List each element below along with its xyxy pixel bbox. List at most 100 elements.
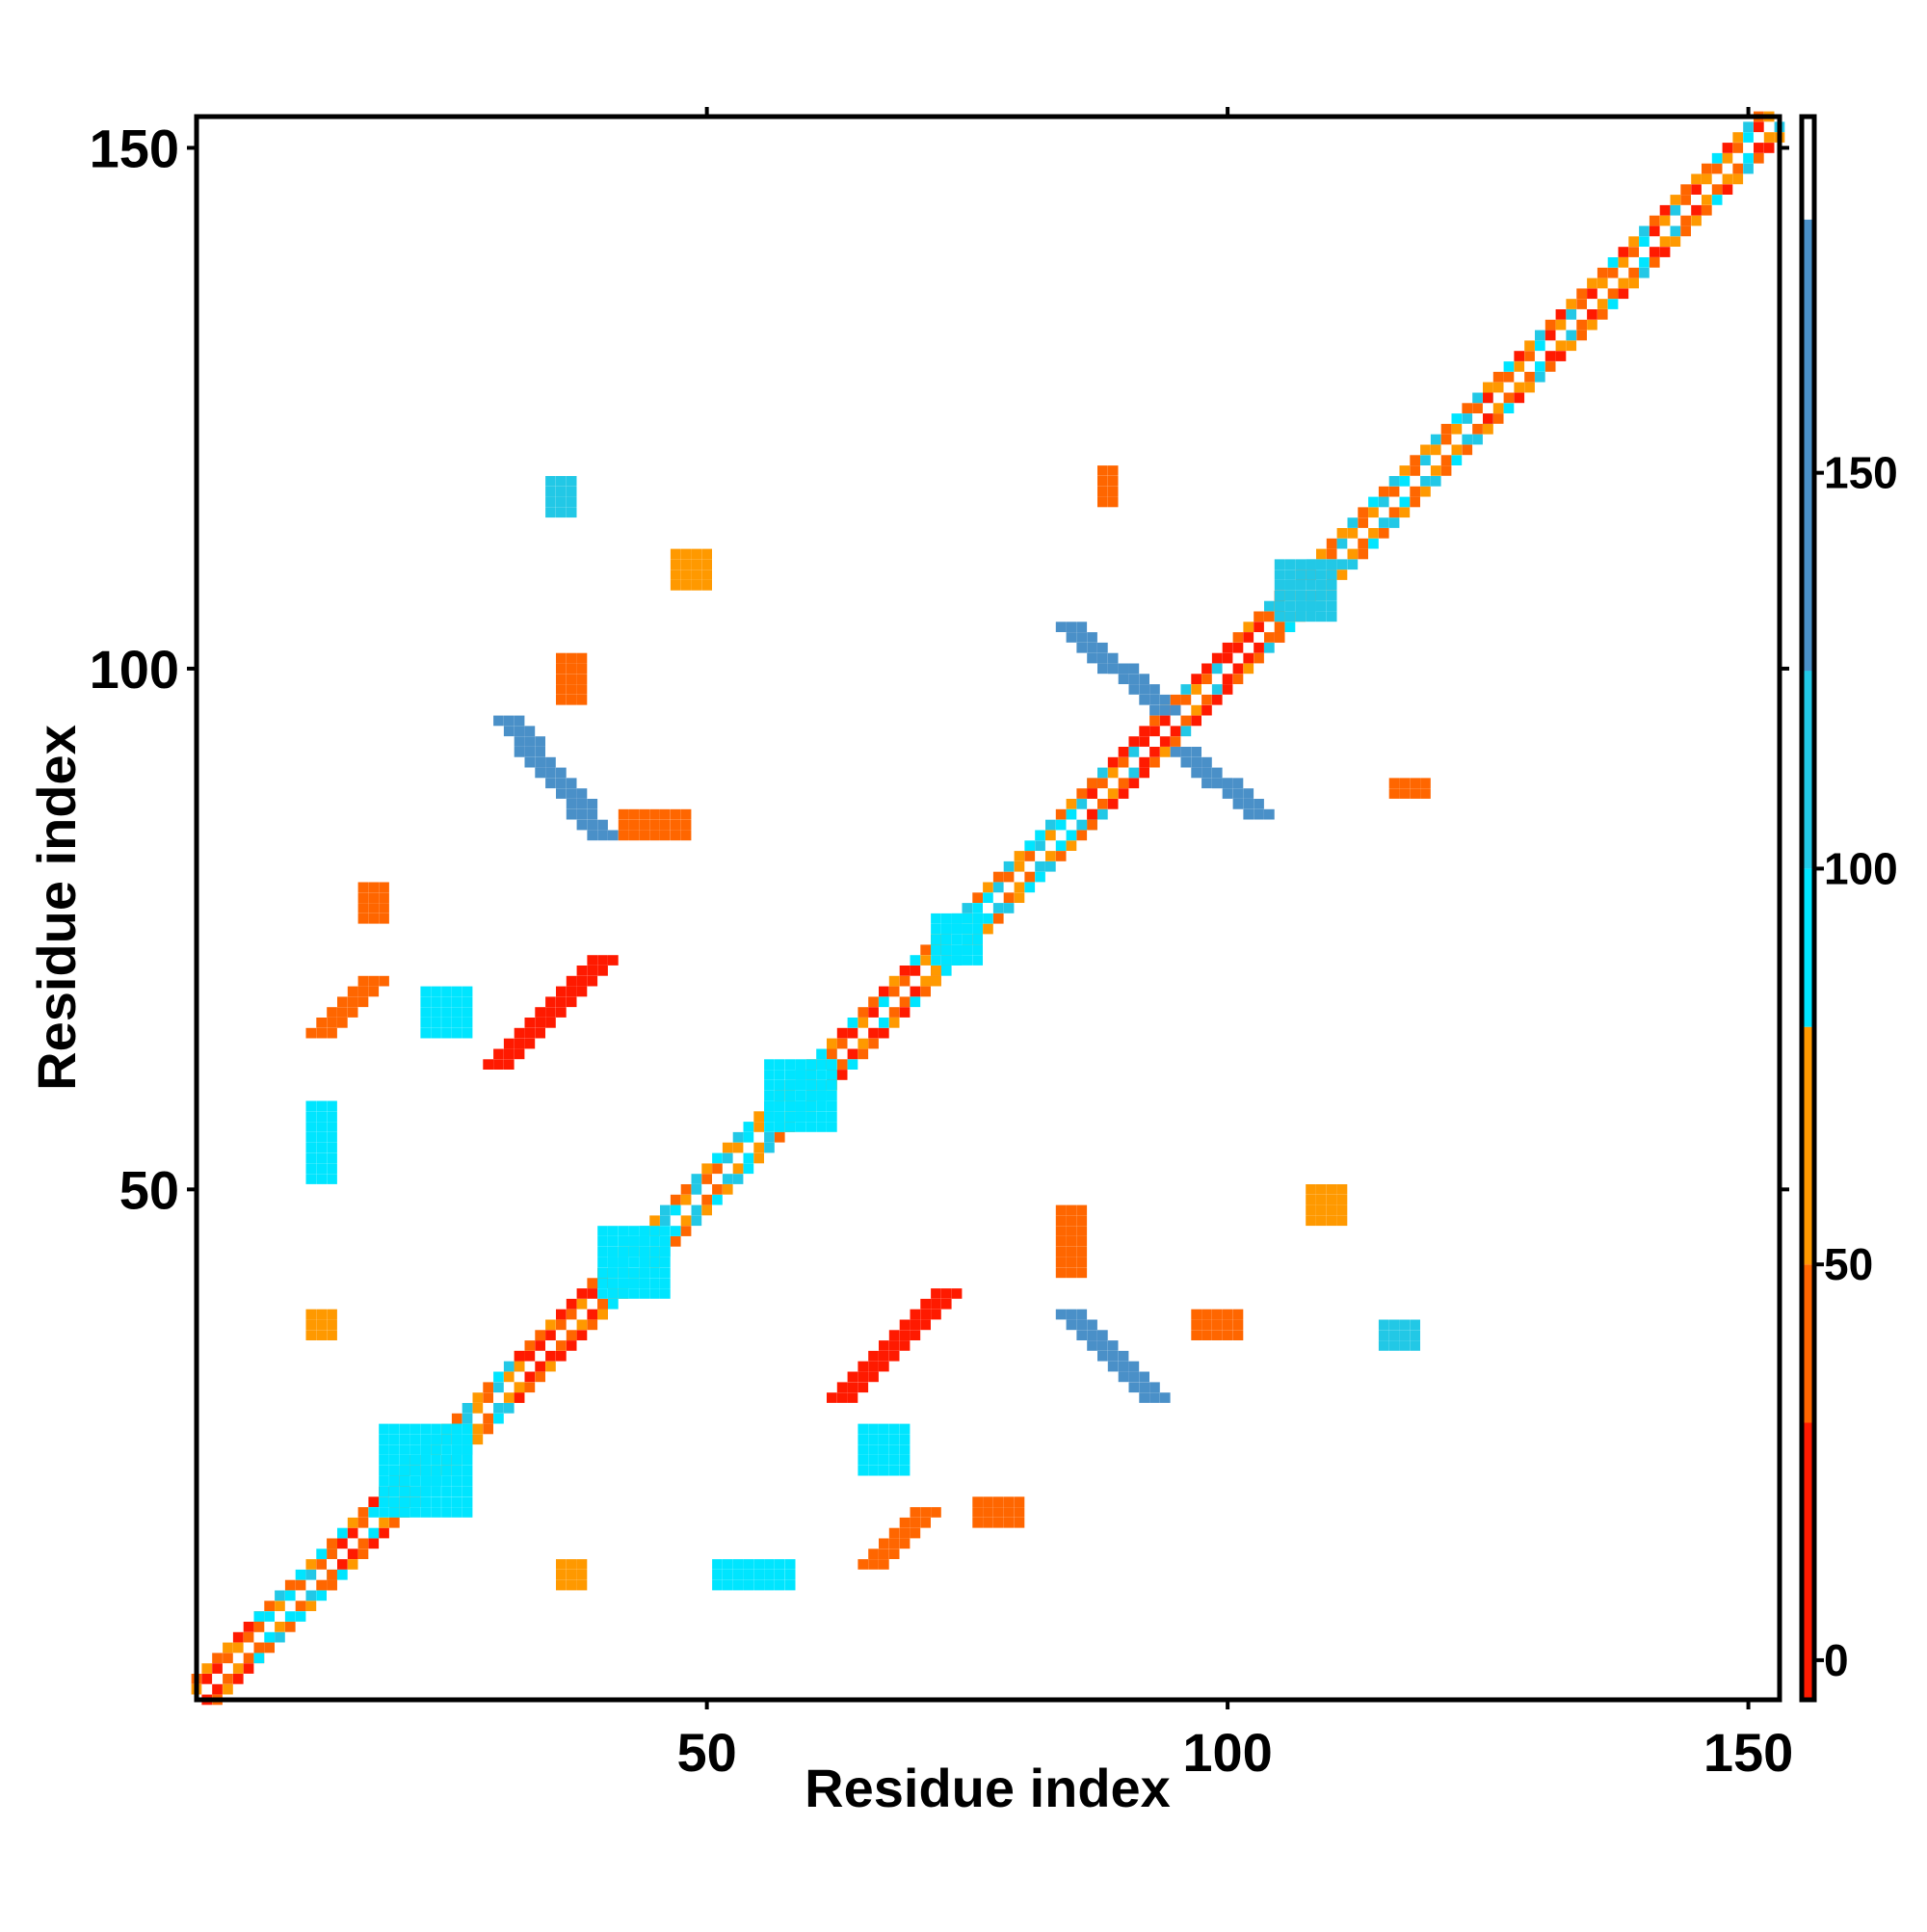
heat-cell	[399, 1455, 410, 1466]
heat-cell	[608, 1278, 619, 1288]
heat-cell	[441, 1444, 452, 1455]
heat-cell	[295, 1579, 306, 1591]
heat-cell	[795, 1090, 806, 1101]
y-axis-ticks: 50 100 150	[90, 118, 1789, 1220]
heat-cell	[316, 1590, 327, 1601]
heat-cell	[816, 1059, 827, 1070]
heat-cell	[962, 923, 973, 935]
heat-cell	[441, 1423, 452, 1435]
heat-cell	[1055, 1215, 1067, 1227]
heat-cell	[649, 1257, 660, 1268]
heat-cell	[753, 1152, 764, 1164]
heat-cell	[1399, 778, 1411, 789]
heat-cell	[764, 1559, 775, 1570]
heat-cell	[431, 1486, 441, 1497]
heat-cell	[992, 913, 1004, 924]
heat-cell	[357, 1517, 369, 1528]
heat-cell	[1544, 351, 1556, 361]
heat-cell	[399, 1496, 410, 1507]
heat-cell	[524, 1038, 536, 1049]
heat-cell	[1180, 715, 1192, 727]
x-axis-ticks: 50 100 150	[677, 107, 1793, 1783]
heat-cell	[295, 1569, 306, 1580]
heat-cell	[639, 1236, 650, 1247]
heat-cell	[462, 1455, 473, 1466]
heat-cell	[795, 1100, 806, 1112]
heat-cell	[1388, 1319, 1400, 1331]
heat-cell	[608, 1267, 619, 1279]
heat-cell	[1118, 788, 1129, 799]
heat-cell	[888, 986, 900, 997]
heat-cell	[431, 1007, 441, 1018]
heat-cell	[1014, 1517, 1025, 1528]
heat-cell	[1159, 747, 1171, 757]
heat-cell	[327, 1152, 337, 1164]
heat-cell	[743, 1122, 754, 1132]
heat-cell	[1535, 361, 1545, 372]
colorbar-band	[1802, 1026, 1814, 1265]
heat-cell	[660, 808, 671, 820]
heat-cell	[597, 955, 608, 966]
heat-cell	[597, 1298, 608, 1310]
heat-cell	[556, 1559, 567, 1570]
heat-cell	[836, 1070, 848, 1080]
heat-cell	[1462, 403, 1473, 413]
heat-cell	[243, 1622, 254, 1632]
heat-cell	[305, 1122, 317, 1132]
heat-cell	[1358, 538, 1368, 549]
heat-cell	[879, 1559, 889, 1570]
heat-cell	[888, 1455, 900, 1466]
heat-cell	[451, 1455, 462, 1466]
heat-cell	[556, 674, 567, 684]
heat-cell	[1097, 465, 1108, 476]
heat-cell	[327, 1548, 337, 1559]
heat-cell	[795, 1122, 806, 1132]
heat-cell	[1149, 684, 1160, 695]
heat-cell	[535, 1371, 545, 1383]
heat-cell	[1316, 1215, 1327, 1227]
heat-cell	[451, 1486, 462, 1497]
heat-cell	[305, 1559, 317, 1570]
heat-cell	[389, 1507, 400, 1518]
heat-cell	[576, 684, 588, 695]
heat-cell	[545, 778, 556, 789]
heat-cell	[420, 1018, 432, 1028]
heat-cell	[691, 1184, 702, 1195]
heat-cell	[556, 652, 567, 664]
heat-cell	[1232, 1319, 1244, 1331]
heat-cell	[223, 1674, 233, 1684]
heat-cell	[983, 1517, 993, 1528]
heat-cell	[983, 1496, 993, 1507]
heat-cell	[1440, 423, 1452, 435]
heat-cell	[1492, 371, 1504, 383]
heat-cell	[514, 736, 525, 747]
heat-cell	[1055, 1267, 1067, 1279]
heat-cell	[316, 1163, 327, 1175]
heat-cell	[1378, 517, 1389, 528]
heat-cell	[535, 767, 545, 779]
heat-cell	[743, 1163, 754, 1175]
heat-cell	[379, 975, 389, 987]
heat-cell	[868, 1548, 879, 1559]
heat-cell	[670, 819, 681, 831]
heat-cell	[514, 1361, 525, 1372]
heat-cell	[920, 975, 931, 987]
heat-cell	[305, 1590, 317, 1601]
heat-cell	[357, 996, 369, 1008]
heat-cell	[1055, 1257, 1067, 1268]
heat-cell	[327, 1538, 337, 1549]
heat-cell	[337, 1559, 348, 1570]
heat-cell	[784, 1111, 796, 1122]
heat-cell	[284, 1622, 296, 1632]
heat-cell	[827, 1392, 837, 1403]
heat-cell	[327, 1330, 337, 1340]
heat-cell	[545, 476, 556, 487]
heat-cell	[389, 1444, 400, 1455]
heat-cell	[1003, 1517, 1015, 1528]
heat-cell	[660, 1204, 671, 1216]
heat-cell	[1118, 747, 1129, 757]
heat-cell	[712, 1559, 723, 1570]
heat-cell	[524, 1027, 536, 1039]
heat-cell	[305, 1142, 317, 1153]
heat-cell	[1430, 444, 1441, 456]
